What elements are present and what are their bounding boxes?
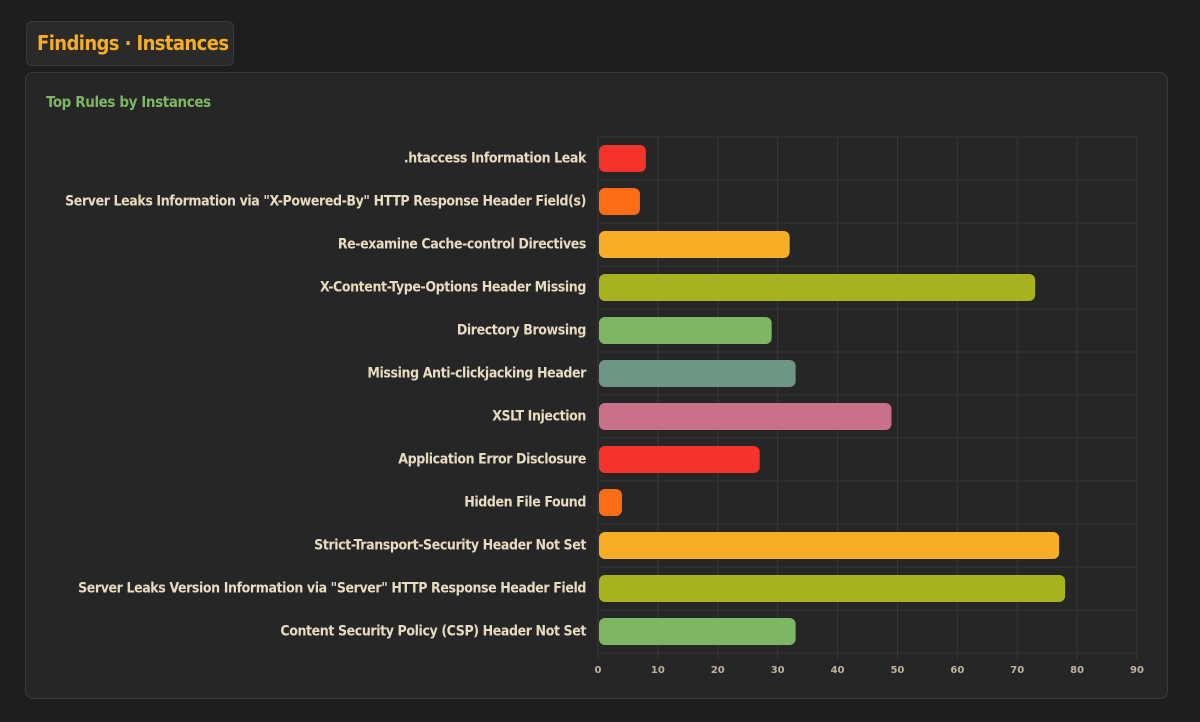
category-label: Re-examine Cache-control Directives (338, 237, 586, 253)
bar[interactable] (599, 532, 1060, 559)
x-tick-label: 40 (831, 665, 845, 676)
category-label: XSLT Injection (492, 409, 586, 425)
x-tick-label: 20 (711, 665, 725, 676)
category-label: Directory Browsing (457, 323, 586, 339)
x-tick-label: 90 (1130, 665, 1144, 676)
bars (599, 145, 1066, 645)
x-tick-label: 0 (595, 665, 602, 676)
category-label: Hidden File Found (464, 495, 586, 511)
x-tick-label: 60 (950, 665, 964, 676)
category-label: Application Error Disclosure (398, 452, 586, 468)
category-label: X-Content-Type-Options Header Missing (320, 280, 586, 296)
bar[interactable] (599, 274, 1036, 301)
x-tick-label: 50 (890, 665, 904, 676)
bar[interactable] (599, 575, 1066, 602)
bar[interactable] (599, 618, 796, 645)
category-label: Server Leaks Version Information via "Se… (78, 581, 586, 597)
category-label: Server Leaks Information via "X-Powered-… (65, 194, 586, 210)
bar[interactable] (599, 446, 760, 473)
x-tick-label: 70 (1010, 665, 1024, 676)
bar[interactable] (599, 360, 796, 387)
bar[interactable] (599, 489, 622, 516)
bar[interactable] (599, 145, 646, 172)
x-tick-label: 80 (1070, 665, 1084, 676)
x-tick-label: 10 (651, 665, 665, 676)
bar[interactable] (599, 317, 772, 344)
bar[interactable] (599, 231, 790, 258)
chart-title: Top Rules by Instances (46, 93, 211, 111)
y-axis-labels: .htaccess Information Leak Server Leaks I… (65, 151, 587, 640)
bar[interactable] (599, 403, 892, 430)
category-label: Content Security Policy (CSP) Header Not… (280, 624, 586, 640)
category-label: Strict-Transport-Security Header Not Set (314, 538, 586, 554)
page-title: Findings · Instances (37, 31, 229, 55)
bar[interactable] (599, 188, 640, 215)
chart-grid (597, 136, 1138, 659)
x-tick-label: 30 (771, 665, 785, 676)
category-label: .htaccess Information Leak (404, 151, 587, 167)
x-axis-ticks: 0 10 20 30 40 50 60 70 80 90 (595, 665, 1144, 676)
category-label: Missing Anti-clickjacking Header (367, 366, 587, 382)
page-title-box: Findings · Instances (26, 21, 234, 66)
